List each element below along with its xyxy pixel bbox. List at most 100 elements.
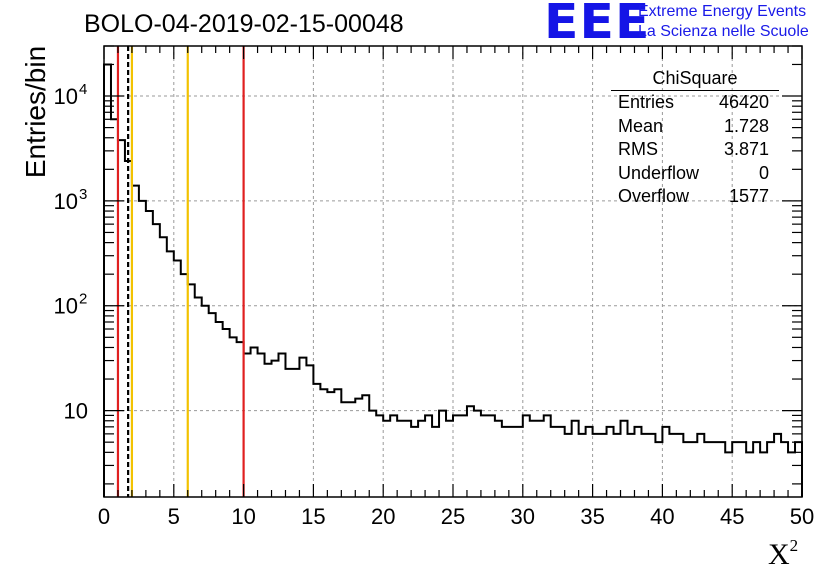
stats-value: 0 xyxy=(758,162,769,183)
histogram-bin xyxy=(376,415,383,497)
histogram-bin xyxy=(795,442,802,497)
histogram-bin xyxy=(481,415,488,497)
histogram-bin xyxy=(488,415,495,497)
histogram-bin xyxy=(704,442,711,497)
stats-key: RMS xyxy=(618,139,658,159)
histogram-bin xyxy=(230,337,237,497)
y-tick-label-exponent: 2 xyxy=(79,291,87,308)
histogram-bin xyxy=(202,306,209,497)
histogram-bin xyxy=(600,434,607,497)
histogram-bin xyxy=(404,421,411,497)
x-tick-label: 15 xyxy=(301,504,325,529)
x-axis-label-exponent: 2 xyxy=(789,536,799,555)
x-tick-label: 50 xyxy=(790,504,814,529)
y-tick-label: 10 xyxy=(54,84,78,109)
x-tick-label: 40 xyxy=(650,504,674,529)
x-tick-label: 30 xyxy=(511,504,535,529)
histogram-bin xyxy=(634,427,641,497)
histogram-bin xyxy=(537,421,544,497)
histogram-bin xyxy=(383,421,390,497)
stats-key: Entries xyxy=(618,92,675,112)
histogram-bin xyxy=(572,421,579,497)
histogram xyxy=(103,63,803,497)
histogram-bin xyxy=(558,427,565,497)
histogram-bin xyxy=(209,313,216,497)
histogram-bin xyxy=(348,402,355,497)
histogram-bin xyxy=(690,442,697,497)
logo-line-1: Extreme Energy Events xyxy=(638,3,807,20)
histogram-bin xyxy=(265,364,272,497)
histogram-bin xyxy=(565,434,572,497)
histogram-bin xyxy=(579,434,586,497)
histogram-bin xyxy=(669,434,676,497)
histogram-bin xyxy=(160,237,167,497)
histogram-outline xyxy=(103,63,803,497)
histogram-bin xyxy=(369,411,376,497)
histogram-bin xyxy=(683,442,690,497)
y-tick-label: 10 xyxy=(54,189,78,214)
histogram-bin xyxy=(746,452,753,497)
x-tick-label: 5 xyxy=(168,504,180,529)
histogram-bin xyxy=(495,421,502,497)
histogram-bin xyxy=(628,434,635,497)
histogram-bin xyxy=(195,297,202,497)
y-tick-label: 10 xyxy=(64,399,88,424)
histogram-bin xyxy=(334,389,341,497)
grid-lines xyxy=(104,46,802,497)
histogram-bin xyxy=(621,421,628,497)
x-tick-label: 35 xyxy=(580,504,604,529)
histogram-bin xyxy=(425,415,432,497)
histogram-bin xyxy=(614,434,621,497)
histogram-bin xyxy=(432,427,439,497)
stats-row-mean: Mean 1.728 xyxy=(611,115,779,139)
histogram-bin xyxy=(467,406,474,497)
stats-row-entries: Entries 46420 xyxy=(611,91,779,115)
stats-row-rms: RMS 3.871 xyxy=(611,138,779,162)
histogram-bin xyxy=(279,354,286,497)
histogram-bin xyxy=(306,365,313,497)
histogram-bin xyxy=(788,452,795,497)
histogram-bin xyxy=(551,427,558,497)
histogram-bin xyxy=(272,361,279,497)
marker-lines xyxy=(116,46,245,497)
histogram-bin xyxy=(320,389,327,497)
eee-logo: EEE Extreme Energy Events La Scienza nel… xyxy=(544,0,836,50)
stats-box: ChiSquare Entries 46420 Mean 1.728 RMS 3… xyxy=(611,66,779,209)
histogram-bin xyxy=(697,434,704,497)
histogram-bin xyxy=(725,452,732,497)
x-tick-label: 45 xyxy=(720,504,744,529)
histogram-bin xyxy=(648,434,655,497)
histogram-bin xyxy=(285,369,292,497)
histogram-bin xyxy=(313,384,320,497)
histogram-bin xyxy=(418,421,425,497)
histogram-bin xyxy=(586,427,593,497)
histogram-bin xyxy=(607,427,614,497)
x-tick-label: 0 xyxy=(98,504,110,529)
y-axis-label: Entries/bin xyxy=(20,45,51,179)
histogram-bin xyxy=(711,442,718,497)
histogram-bin xyxy=(167,251,174,497)
x-axis-label-symbol: X xyxy=(768,538,790,571)
histogram-bin xyxy=(292,369,299,497)
y-tick-label: 10 xyxy=(54,294,78,319)
histogram-bin xyxy=(760,452,767,497)
stats-value: 3.871 xyxy=(723,139,769,159)
x-tick-label: 10 xyxy=(231,504,255,529)
histogram-bin xyxy=(355,399,362,497)
histogram-bin xyxy=(502,427,509,497)
histogram-bin xyxy=(362,395,369,497)
stats-value: 1577 xyxy=(728,186,769,206)
histogram-bin xyxy=(516,427,523,497)
stats-row-underflow: Underflow 0 xyxy=(611,162,779,186)
x-tick-label: 20 xyxy=(371,504,395,529)
histogram-bin xyxy=(251,347,258,497)
histogram-bin xyxy=(146,211,153,497)
histogram-bin xyxy=(390,415,397,497)
histogram-bin xyxy=(139,201,146,497)
histogram-bin xyxy=(523,415,530,497)
histogram-bin xyxy=(753,442,760,497)
stats-value: 46420 xyxy=(718,92,769,112)
stats-key: Overflow xyxy=(618,186,690,206)
y-tick-label-exponent: 3 xyxy=(79,186,87,203)
